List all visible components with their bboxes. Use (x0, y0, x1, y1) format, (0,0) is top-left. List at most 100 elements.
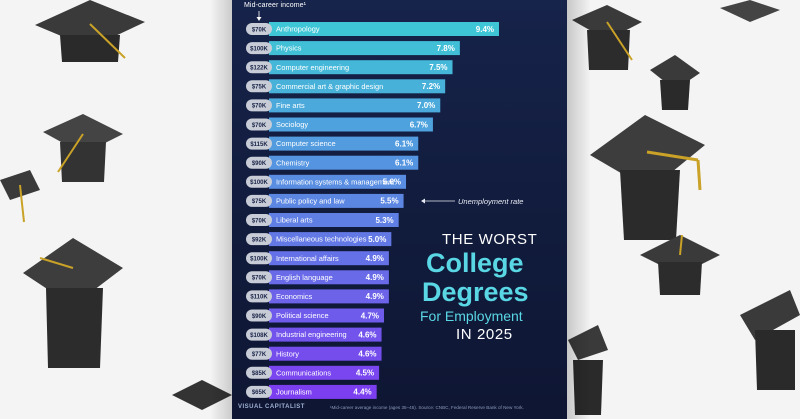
value-label-13: 4.9% (366, 273, 384, 282)
income-label-6: $115K (250, 142, 268, 148)
value-label-18: 4.5% (356, 369, 374, 378)
value-label-4: 7.0% (417, 101, 435, 110)
graduation-cap-icon (35, 0, 145, 62)
bar-19 (269, 384, 377, 399)
category-label-12: International affairs (276, 254, 339, 263)
title-line-5: IN 2025 (456, 326, 513, 343)
graduation-cap-icon (172, 380, 232, 410)
income-label-8: $100K (250, 180, 268, 186)
bar-11 (269, 232, 392, 247)
income-pill-10 (246, 214, 272, 226)
value-label-0: 9.4% (476, 25, 494, 34)
value-label-15: 4.7% (361, 311, 379, 320)
poster-shadow-right (567, 0, 591, 419)
category-label-7: Chemistry (276, 158, 310, 167)
bar-chart: $70K Anthropology 9.4% $100K Physics 7.8% $122… (246, 22, 499, 399)
title-line-4: For Employment (420, 308, 523, 324)
income-pill-19 (246, 385, 272, 398)
category-label-13: English language (276, 273, 333, 282)
bar-3 (269, 79, 446, 94)
income-pill-8 (246, 175, 272, 188)
income-header: Mid-career income¹ (244, 2, 307, 9)
category-label-4: Fine arts (276, 101, 305, 110)
bar-15 (269, 308, 384, 323)
income-label-3: $75K (252, 85, 267, 91)
income-pill-7 (246, 156, 272, 169)
footnote: ¹Mid-career average income (ages 35–45).… (330, 405, 524, 410)
bar-6 (269, 136, 419, 151)
bar-1 (269, 41, 460, 56)
income-label-9: $75K (252, 199, 267, 205)
graduation-cap-icon (43, 114, 123, 182)
arrow-left-icon (421, 198, 455, 204)
value-label-6: 6.1% (395, 139, 413, 148)
bar-18 (269, 365, 380, 380)
value-label-16: 4.6% (358, 330, 376, 339)
category-label-11: Miscellaneous technologies (276, 235, 367, 244)
value-label-10: 5.3% (375, 216, 393, 225)
income-label-0: $70K (252, 27, 267, 33)
bar-12 (269, 251, 389, 266)
graduation-cap-icon (572, 5, 642, 70)
value-label-9: 5.5% (380, 197, 398, 206)
value-label-1: 7.8% (437, 44, 455, 53)
income-pill-18 (246, 366, 272, 379)
bar-5 (269, 117, 433, 132)
income-pill-15 (246, 309, 272, 322)
title-line-3: Degrees (422, 277, 529, 307)
income-label-5: $70K (252, 123, 267, 129)
income-label-15: $90K (252, 314, 267, 320)
category-label-0: Anthropology (276, 25, 320, 34)
income-pill-2 (246, 61, 272, 74)
category-label-10: Liberal arts (276, 216, 313, 225)
income-pill-0 (246, 23, 272, 35)
bar-17 (269, 346, 382, 361)
graduation-cap-icon (23, 238, 123, 368)
income-label-17: $77K (252, 352, 267, 358)
income-pill-5 (246, 118, 272, 131)
bar-16 (269, 327, 382, 342)
category-label-6: Computer science (276, 139, 336, 148)
income-pill-6 (246, 137, 272, 150)
category-label-9: Public policy and law (276, 197, 345, 206)
category-label-15: Political science (276, 311, 329, 320)
value-label-2: 7.5% (429, 63, 447, 72)
bar-13 (269, 270, 389, 285)
bar-9 (269, 193, 404, 208)
bar-8 (269, 174, 407, 189)
income-pill-16 (246, 328, 272, 341)
income-label-16: $108K (250, 333, 268, 339)
category-label-17: History (276, 349, 299, 358)
income-label-14: $110K (250, 295, 268, 301)
income-pill-12 (246, 252, 272, 265)
value-label-17: 4.6% (358, 350, 376, 359)
title-line-1: THE WORST (442, 231, 538, 248)
income-label-10: $70K (252, 218, 267, 224)
income-label-19: $65K (252, 390, 267, 396)
category-label-18: Communications (276, 368, 331, 377)
income-pill-4 (246, 99, 272, 112)
bar-0 (269, 22, 499, 36)
income-label-2: $122K (250, 66, 268, 72)
value-label-14: 4.9% (366, 292, 384, 301)
income-pill-13 (246, 271, 272, 284)
income-label-11: $92K (252, 237, 267, 243)
arrow-down-icon (256, 11, 262, 21)
category-label-8: Information systems & management (276, 177, 394, 186)
category-label-14: Economics (276, 292, 312, 301)
value-label-8: 5.6% (383, 178, 401, 187)
income-label-18: $85K (252, 371, 267, 377)
income-label-12: $100K (250, 257, 268, 263)
value-label-5: 6.7% (410, 120, 428, 129)
income-pill-9 (246, 194, 272, 207)
bar-2 (269, 60, 453, 75)
income-pill-11 (246, 233, 272, 246)
bar-14 (269, 289, 389, 304)
bar-10 (269, 213, 399, 227)
graduation-cap-icon (640, 234, 720, 295)
category-label-3: Commercial art & graphic design (276, 82, 383, 91)
graduation-cap-icon (0, 170, 40, 223)
category-label-2: Computer engineering (276, 63, 349, 72)
income-label-13: $70K (252, 276, 267, 282)
graduation-cap-icon (590, 115, 705, 240)
